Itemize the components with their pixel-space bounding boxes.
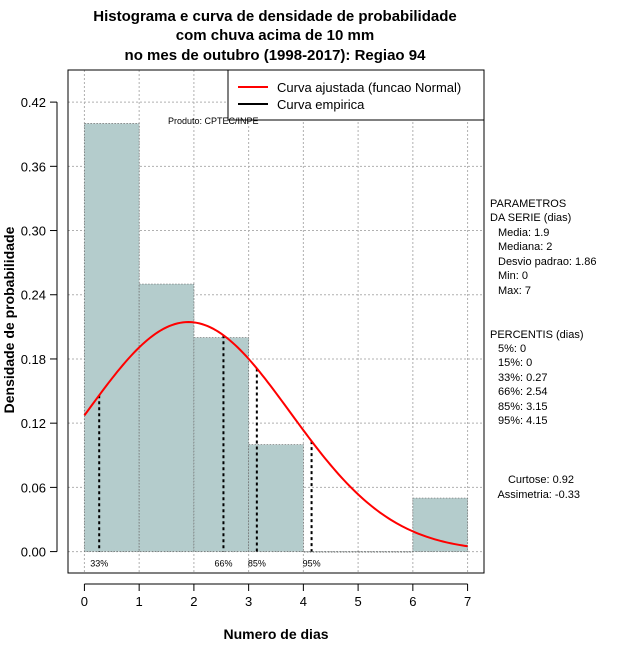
x-axis: 0 1 2 3 4 5 6 7 <box>81 583 471 609</box>
percentile-lines: 33% 66% 85% 95% <box>90 335 321 569</box>
percentil-95: 95%: 4.15 <box>498 415 548 427</box>
chart-title-line-3: no mes de outubro (1998-2017): Regiao 94 <box>125 47 427 64</box>
chart-title-line-2: com chuva acima de 10 mm <box>176 27 374 44</box>
legend-label-normal: Curva ajustada (funcao Normal) <box>277 80 461 95</box>
parameters-heading-2: DA SERIE (dias) <box>490 212 571 224</box>
y-tick-label-1: 0.06 <box>21 480 46 495</box>
percentil-85: 85%: 3.15 <box>498 401 548 413</box>
percentis-heading: PERCENTIS (dias) <box>490 329 584 341</box>
x-tick-label-3: 3 <box>245 594 252 609</box>
x-tick-label-1: 1 <box>136 594 143 609</box>
percentil-15: 15%: 0 <box>498 357 532 369</box>
y-axis: 0.00 0.06 0.12 0.18 0.24 0.30 0.36 0.42 <box>21 95 58 560</box>
x-tick-label-7: 7 <box>464 594 471 609</box>
y-tick-label-0: 0.00 <box>21 545 46 560</box>
parameter-desvio: Desvio padrao: 1.86 <box>498 256 596 268</box>
histogram-bar-5 <box>357 551 414 553</box>
y-axis-title: Densidade de probabilidade <box>1 226 17 413</box>
shape-stats-panel: Curtose: 0.92 Assimetria: -0.33 <box>497 474 580 501</box>
histogram-bar-1 <box>138 283 195 552</box>
y-tick-label-6: 0.36 <box>21 159 46 174</box>
parameter-media: Media: 1.9 <box>498 227 549 239</box>
chart-title-line-1: Histograma e curva de densidade de proba… <box>93 8 456 25</box>
histogram-bar-3 <box>248 444 304 552</box>
percentile-label-0: 33% <box>90 559 108 569</box>
y-tick-label-5: 0.30 <box>21 224 46 239</box>
percentis-panel: PERCENTIS (dias) 5%: 0 15%: 0 33%: 0.27 … <box>490 329 584 427</box>
x-tick-label-4: 4 <box>300 594 307 609</box>
normal-fit-curve-group <box>83 321 468 548</box>
y-tick-label-2: 0.12 <box>21 416 46 431</box>
normal-fit-curve <box>83 321 468 548</box>
x-tick-label-0: 0 <box>81 594 88 609</box>
parameters-heading-1: PARAMETROS <box>490 198 566 210</box>
x-axis-title: Numero de dias <box>223 626 328 642</box>
percentile-label-1: 66% <box>214 559 232 569</box>
parameter-max: Max: 7 <box>498 285 531 297</box>
assimetria-text: Assimetria: -0.33 <box>497 489 580 501</box>
y-tick-label-4: 0.24 <box>21 288 46 303</box>
percentil-66: 66%: 2.54 <box>498 386 548 398</box>
x-tick-label-6: 6 <box>409 594 416 609</box>
histogram-bar-6 <box>412 497 468 552</box>
histogram-bar-2 <box>193 337 249 552</box>
histogram-bar-0 <box>84 123 140 552</box>
credit-text: Produto: CPTEC/INPE <box>168 116 259 126</box>
parameter-min: Min: 0 <box>498 270 528 282</box>
curtose-text: Curtose: 0.92 <box>508 474 574 486</box>
legend-box <box>227 69 485 121</box>
legend-label-empirical: Curva empirica <box>277 97 365 112</box>
legend: Curva ajustada (funcao Normal) Curva emp… <box>227 69 485 121</box>
percentile-label-3: 95% <box>303 559 321 569</box>
y-tick-label-3: 0.18 <box>21 352 46 367</box>
histogram-bars <box>84 123 468 553</box>
parameter-mediana: Mediana: 2 <box>498 241 552 253</box>
x-tick-label-5: 5 <box>354 594 361 609</box>
histogram-bar-4 <box>303 551 359 553</box>
percentil-5: 5%: 0 <box>498 343 526 355</box>
percentil-33: 33%: 0.27 <box>498 372 548 384</box>
parameters-panel: PARAMETROS DA SERIE (dias) Media: 1.9 Me… <box>490 198 596 297</box>
y-tick-label-7: 0.42 <box>21 95 46 110</box>
x-tick-label-2: 2 <box>190 594 197 609</box>
percentile-label-2: 85% <box>248 559 266 569</box>
